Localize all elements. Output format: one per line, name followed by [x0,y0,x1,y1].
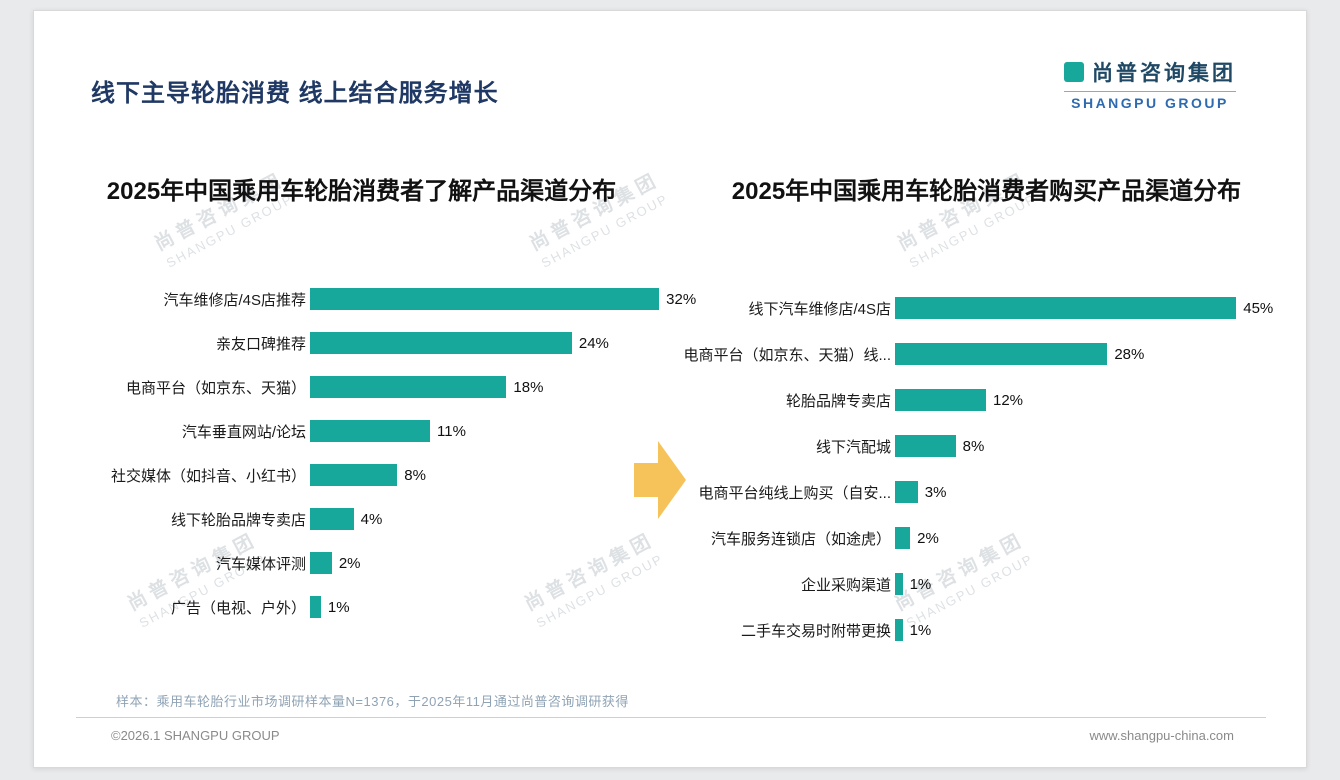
transition-arrow-icon [634,441,686,519]
category-label: 电商平台（如京东、天猫）线... [683,346,891,364]
value-label: 45% [1243,299,1274,317]
bar-track: 1% [895,573,1259,595]
bar-track: 1% [895,619,1259,641]
category-label: 汽车垂直网站/论坛 [181,423,306,441]
value-label: 2% [917,529,939,547]
value-label: 12% [993,391,1024,409]
value-label: 18% [513,378,544,396]
page-title: 线下主导轮胎消费 线上结合服务增长 [91,80,499,107]
category-label: 二手车交易时附带更换 [740,622,891,640]
bar-row: 电商平台（如京东、天猫） 18% [106,365,681,409]
chart-title-purchase: 2025年中国乘用车轮胎消费者购买产品渠道分布 [731,178,1242,205]
category-label: 亲友口碑推荐 [215,335,306,353]
value-label: 1% [909,621,932,639]
bar [310,596,321,618]
bar-row: 汽车媒体评测 2% [106,541,681,585]
bar-track: 12% [895,389,1259,411]
category-label: 汽车维修店/4S店推荐 [163,291,306,309]
bar-track: 4% [310,508,681,530]
bar [310,420,431,442]
category-label: 线下轮胎品牌专卖店 [170,511,306,529]
category-label: 汽车媒体评测 [215,555,306,573]
bar-row: 线下轮胎品牌专卖店 4% [106,497,681,541]
bar [310,332,572,354]
bar-track: 1% [310,596,681,618]
sample-footnote: 样本：乘用车轮胎行业市场调研样本量N=1376，于2025年11月通过尚普咨询调… [116,694,629,709]
chart-title-awareness: 2025年中国乘用车轮胎消费者了解产品渠道分布 [106,178,617,205]
bar-track: 11% [310,420,681,442]
bar-track: 2% [310,552,681,574]
bar-row: 社交媒体（如抖音、小红书） 8% [106,453,681,497]
footer-website: www.shangpu-china.com [1089,728,1234,743]
bar-row: 亲友口碑推荐 24% [106,321,681,365]
value-label: 8% [962,437,985,455]
value-label: 3% [924,483,947,501]
bar-chart-awareness: 汽车维修店/4S店推荐 32% 亲友口碑推荐 24% 电商平台（如京东、天猫） 18% 汽车… [106,277,696,629]
category-label: 电商平台（如京东、天猫） [125,379,306,397]
bar-row: 线下汽车维修店/4S店 45% [679,285,1273,331]
category-label: 电商平台纯线上购买（自安... [698,484,891,502]
bar-track: 8% [310,464,681,486]
bar [895,619,903,641]
logo-divider [1064,91,1236,92]
bar [895,573,903,595]
bar [310,376,507,398]
logo-icon [1064,62,1084,82]
category-label: 广告（电视、户外） [170,599,306,617]
category-label: 汽车服务连锁店（如途虎） [710,530,891,548]
bar-row: 轮胎品牌专卖店 12% [679,377,1259,423]
bar-chart-purchase: 线下汽车维修店/4S店 45% 电商平台（如京东、天猫）线... 28% 轮胎品牌专卖店… [679,285,1273,653]
bar-row: 线下汽配城 8% [679,423,1259,469]
value-label: 28% [1114,345,1145,363]
category-label: 轮胎品牌专卖店 [785,392,891,410]
company-logo: 尚普咨询集团 SHANGPU GROUP [1064,57,1236,111]
value-label: 1% [327,598,350,616]
footer-copyright: ©2026.1 SHANGPU GROUP [111,728,280,743]
bar-track: 24% [310,332,681,354]
bar-row: 电商平台（如京东、天猫）线... 28% [679,331,1259,377]
bar-row: 企业采购渠道 1% [679,561,1259,607]
logo-text-en: SHANGPU GROUP [1071,95,1229,111]
footer-divider [76,717,1266,718]
bar-row: 电商平台纯线上购买（自安... 3% [679,469,1259,515]
bar [310,288,660,310]
category-label: 社交媒体（如抖音、小红书） [110,467,306,485]
value-label: 2% [338,554,361,572]
bar-track: 2% [895,527,1259,549]
bar-row: 汽车垂直网站/论坛 11% [106,409,681,453]
logo-text-cn: 尚普咨询集团 [1092,62,1236,85]
slide: 线下主导轮胎消费 线上结合服务增长 尚普咨询集团 SHANGPU GROUP 尚… [33,10,1307,768]
bar-row: 二手车交易时附带更换 1% [679,607,1259,653]
bar-track: 32% [310,288,696,310]
bar [895,389,986,411]
bar [310,552,332,574]
bar [310,464,398,486]
category-label: 企业采购渠道 [800,576,891,594]
value-label: 11% [437,422,466,440]
bar [895,481,918,503]
bar-row: 广告（电视、户外） 1% [106,585,681,629]
bar-track: 28% [895,343,1259,365]
bar-row: 汽车维修店/4S店推荐 32% [106,277,696,321]
bar-track: 8% [895,435,1259,457]
bar [895,343,1108,365]
bar [895,435,956,457]
value-label: 24% [578,334,609,352]
category-label: 线下汽配城 [815,438,891,456]
bar [895,527,911,549]
bar-row: 汽车服务连锁店（如途虎） 2% [679,515,1259,561]
bar-track: 45% [895,297,1273,319]
value-label: 32% [666,290,697,308]
bar [895,297,1237,319]
value-label: 1% [909,575,932,593]
category-label: 线下汽车维修店/4S店 [748,300,891,318]
value-label: 4% [360,510,383,528]
bar [310,508,354,530]
bar-track: 18% [310,376,681,398]
value-label: 8% [404,466,426,484]
bar-track: 3% [895,481,1259,503]
